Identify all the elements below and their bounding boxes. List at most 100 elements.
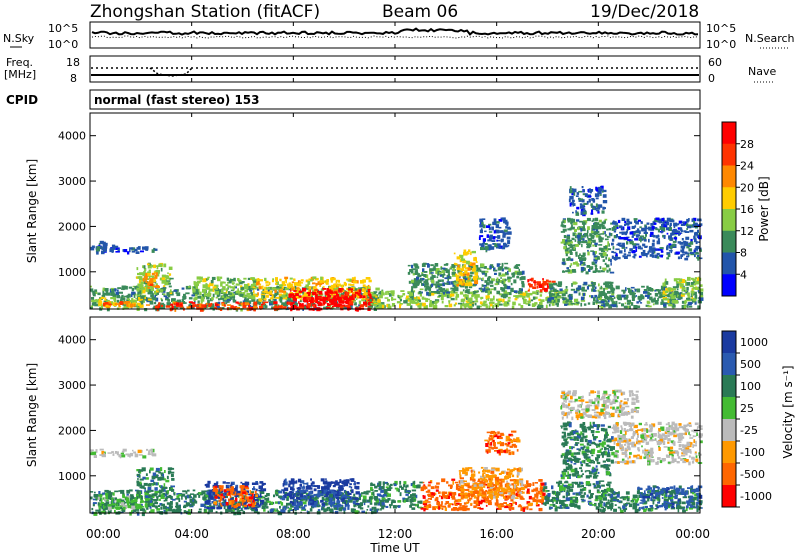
scatter-cell (354, 293, 359, 297)
scatter-cell (609, 271, 615, 274)
scatter-cell (627, 287, 631, 290)
scatter-cell (260, 501, 263, 504)
scatter-cell (505, 267, 510, 270)
scatter-cell (699, 223, 703, 226)
scatter-cell (129, 303, 134, 308)
scatter-cell (601, 190, 604, 193)
scatter-cell (161, 291, 166, 293)
scatter-cell (140, 281, 145, 285)
scatter-cell (463, 281, 466, 284)
scatter-cell (503, 286, 507, 289)
scatter-cell (227, 300, 230, 303)
scatter-cell (390, 290, 395, 295)
scatter-cell (591, 189, 594, 192)
scatter-cell (155, 470, 160, 473)
scatter-cell (572, 262, 578, 265)
scatter-cell (591, 209, 594, 213)
scatter-cell (430, 264, 434, 267)
scatter-cell (362, 279, 366, 281)
scatter-cell (321, 304, 324, 306)
scatter-cell (347, 307, 351, 310)
scatter-cell (363, 501, 366, 506)
scatter-cell (237, 504, 241, 509)
scatter-cell (616, 305, 618, 308)
nave-dip (149, 67, 193, 77)
scatter-cell (322, 300, 326, 305)
scatter-cell (359, 294, 362, 299)
scatter-cell (576, 219, 580, 222)
scatter-cell (126, 301, 130, 304)
scatter-cell (496, 239, 498, 242)
scatter-cell (135, 297, 138, 300)
scatter-cell (646, 253, 648, 258)
scatter-cell (669, 222, 672, 227)
scatter-cell (601, 299, 606, 302)
scatter-cell (222, 286, 226, 288)
scatter-cell (598, 187, 603, 192)
scatter-cell (227, 508, 232, 512)
scatter-cell (616, 234, 618, 238)
scatter-cell (214, 302, 217, 305)
scatter-cell (289, 277, 293, 280)
scatter-cell (275, 277, 278, 281)
scatter-cell (591, 261, 595, 264)
scatter-cell (275, 281, 279, 285)
scatter-cell (223, 304, 226, 307)
scatter-cell (153, 493, 157, 497)
scatter-cell (645, 233, 647, 237)
scatter-cell (206, 296, 209, 300)
scatter-cell (134, 453, 139, 458)
scatter-cell (133, 294, 136, 298)
scatter-cell (154, 487, 158, 491)
scatter-cell (127, 251, 130, 255)
scatter-cell (259, 298, 262, 302)
scatter-cell (417, 299, 421, 303)
scatter-cell (240, 287, 245, 290)
scatter-cell (467, 267, 471, 271)
scatter-cell (565, 286, 568, 289)
scatter-cell (191, 302, 196, 304)
scatter-cell (583, 289, 587, 292)
scatter-cell (373, 291, 378, 293)
scatter-cell (561, 296, 564, 299)
scatter-cell (154, 295, 156, 298)
scatter-cell (473, 277, 478, 282)
scatter-cell (400, 290, 405, 292)
scatter-cell (501, 246, 506, 250)
scatter-cell (569, 252, 573, 255)
scatter-cell (595, 232, 598, 235)
scatter-cell (121, 505, 125, 507)
scatter-cell (255, 503, 258, 506)
scatter-cell (197, 288, 200, 293)
scatter-cell (254, 287, 257, 290)
scatter-cell (160, 495, 165, 499)
scatter-cell (697, 286, 701, 289)
scatter-cell (354, 296, 357, 299)
scatter-cell (352, 497, 355, 500)
scatter-cell (419, 288, 424, 291)
scatter-cell (611, 255, 614, 259)
scatter-cell (206, 500, 210, 504)
scatter-cell (137, 276, 141, 279)
scatter-cell (601, 292, 606, 296)
nave-tick-bottom: 0 (708, 72, 715, 85)
scatter-cell (170, 289, 172, 293)
scatter-cell (144, 297, 146, 299)
scatter-cell (465, 300, 469, 303)
scatter-cell (408, 280, 411, 284)
scatter-cell (584, 233, 587, 237)
scatter-cell (579, 205, 585, 209)
scatter-cell (591, 225, 596, 229)
scatter-cell (529, 283, 533, 288)
scatter-cell (587, 244, 592, 248)
scatter-cell (98, 507, 101, 512)
scatter-cell (480, 247, 484, 251)
scatter-cell (317, 485, 321, 489)
scatter-cell (465, 272, 470, 276)
scatter-cell (399, 299, 402, 302)
scatter-cell (452, 264, 457, 266)
scatter-cell (362, 295, 366, 298)
scatter-cell (338, 486, 342, 489)
scatter-cell (144, 510, 147, 513)
scatter-cell (421, 278, 425, 280)
